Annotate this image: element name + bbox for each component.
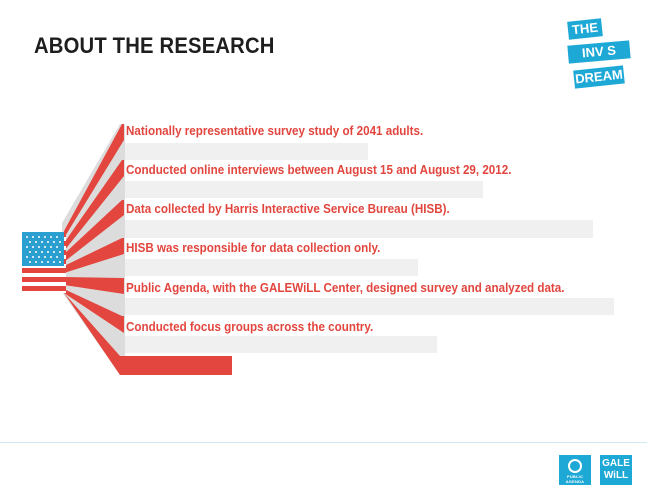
galewill-line-1: GALE — [602, 458, 630, 469]
flag-stripes-graphic — [22, 124, 614, 375]
fan-stripes — [62, 124, 232, 375]
public-agenda-label: PUBLIC AGENDA — [565, 474, 585, 484]
us-flag — [22, 232, 66, 293]
research-point-1: Nationally representative survey study o… — [126, 124, 424, 138]
research-point-6: Conducted focus groups across the countr… — [126, 320, 374, 334]
public-agenda-emblem-icon — [568, 459, 582, 473]
text-bands — [125, 143, 614, 353]
research-point-4: HISB was responsible for data collection… — [126, 241, 381, 255]
galewill-line-2: WiLL — [603, 470, 629, 481]
galewill-logo: GALE WiLL — [600, 455, 632, 485]
footer-divider — [0, 442, 647, 443]
page-title: ABOUT THE RESEARCH — [34, 33, 275, 58]
research-point-5: Public Agenda, with the GALEWiLL Center,… — [126, 281, 565, 295]
public-agenda-logo: PUBLIC AGENDA — [559, 455, 591, 485]
research-point-2: Conducted online interviews between Augu… — [126, 163, 512, 177]
research-point-3: Data collected by Harris Interactive Ser… — [126, 202, 450, 216]
